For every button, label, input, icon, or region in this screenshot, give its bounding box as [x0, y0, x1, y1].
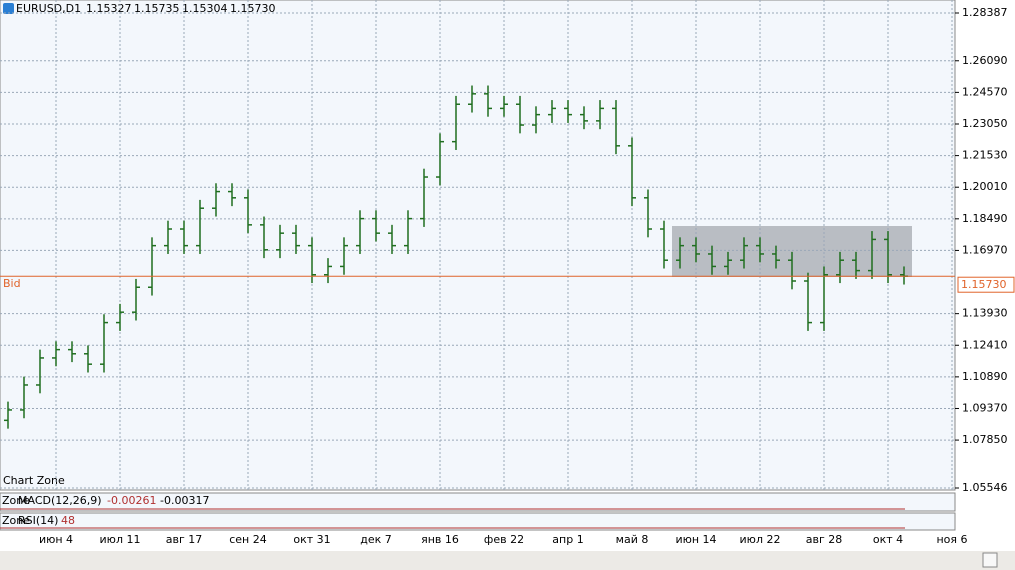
- x-tick-label: июн 4: [39, 533, 73, 546]
- ohlc-high: 1.15735: [134, 2, 180, 15]
- y-tick-label: 1.16970: [962, 243, 1008, 256]
- ohlc-low: 1.15304: [182, 2, 228, 15]
- y-tick-label: 1.10890: [962, 370, 1008, 383]
- macd-name: MACD(12,26,9): [18, 494, 102, 507]
- rsi-name: RSI(14): [18, 514, 58, 527]
- x-tick-label: сен 24: [229, 533, 267, 546]
- bid-name: Bid: [3, 277, 21, 290]
- scrollbar[interactable]: [0, 551, 1015, 570]
- x-tick-label: июн 14: [675, 533, 716, 546]
- rsi-reading: 48: [61, 514, 75, 527]
- x-tick-label: май 8: [616, 533, 649, 546]
- macd-zone: Zone: [2, 494, 30, 507]
- bid-label-box: [957, 276, 1015, 293]
- x-tick-label: фев 22: [484, 533, 524, 546]
- y-tick-label: 1.23050: [962, 117, 1008, 130]
- y-tick-label: 1.20010: [962, 180, 1008, 193]
- zone-label: Chart Zone: [3, 474, 65, 487]
- rsi-panel: [0, 512, 956, 531]
- y-tick-label: 1.05546: [962, 481, 1008, 494]
- x-tick-label: авг 28: [806, 533, 843, 546]
- y-tick-label: 1.24570: [962, 85, 1008, 98]
- y-tick-label: 1.28387: [962, 6, 1008, 19]
- bid-label: 1.15730: [961, 278, 1007, 291]
- x-tick-label: янв 16: [421, 533, 459, 546]
- x-tick-label: окт 31: [293, 533, 330, 546]
- y-tick-label: 1.09370: [962, 401, 1008, 414]
- macd-panel: [0, 492, 956, 512]
- x-tick-label: дек 7: [360, 533, 392, 546]
- symbol-icon[interactable]: [3, 3, 14, 14]
- rsi-zone: Zone: [2, 514, 30, 527]
- ohlc-close: 1.15730: [230, 2, 276, 15]
- scroll-thumb[interactable]: [982, 552, 998, 568]
- y-tick-label: 1.07850: [962, 433, 1008, 446]
- y-tick-label: 1.18490: [962, 212, 1008, 225]
- y-tick-label: 1.13930: [962, 307, 1008, 320]
- x-tick-label: авг 17: [166, 533, 203, 546]
- chart-title: EURUSD,D1: [16, 2, 81, 15]
- x-tick-label: ноя 6: [936, 533, 967, 546]
- y-tick-label: 1.21530: [962, 149, 1008, 162]
- x-tick-label: окт 4: [873, 533, 903, 546]
- y-tick-label: 1.26090: [962, 54, 1008, 67]
- x-tick-label: апр 1: [552, 533, 583, 546]
- x-tick-label: июл 22: [740, 533, 781, 546]
- macd-reading: -0.00317: [160, 494, 209, 507]
- macd-reading: -0.00261: [107, 494, 156, 507]
- y-tick-label: 1.12410: [962, 338, 1008, 351]
- x-tick-label: июл 11: [100, 533, 141, 546]
